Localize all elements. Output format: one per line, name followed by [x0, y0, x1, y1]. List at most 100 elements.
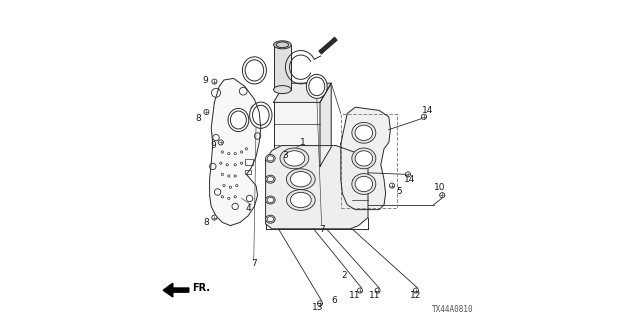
Ellipse shape [268, 217, 274, 222]
Ellipse shape [357, 288, 362, 293]
Ellipse shape [251, 106, 257, 112]
Ellipse shape [287, 169, 316, 189]
Ellipse shape [274, 86, 291, 94]
Ellipse shape [228, 175, 230, 177]
Ellipse shape [422, 114, 427, 119]
Text: FR.: FR. [192, 283, 210, 293]
Ellipse shape [234, 153, 236, 155]
Ellipse shape [266, 196, 275, 204]
Ellipse shape [268, 156, 274, 161]
Ellipse shape [204, 109, 209, 115]
Text: 12: 12 [410, 292, 421, 300]
Ellipse shape [212, 134, 219, 141]
Ellipse shape [309, 77, 325, 96]
Ellipse shape [234, 164, 236, 166]
Ellipse shape [234, 175, 236, 177]
Ellipse shape [266, 215, 275, 223]
Text: 6: 6 [332, 296, 337, 305]
Ellipse shape [220, 162, 222, 164]
Ellipse shape [352, 173, 376, 195]
Ellipse shape [221, 173, 223, 176]
Text: 9: 9 [210, 141, 216, 150]
Ellipse shape [228, 108, 249, 132]
Ellipse shape [255, 133, 261, 139]
Text: 14: 14 [404, 175, 415, 184]
Text: 13: 13 [312, 303, 323, 312]
Ellipse shape [241, 151, 243, 153]
Text: 14: 14 [422, 106, 433, 115]
Ellipse shape [243, 57, 266, 84]
Ellipse shape [232, 203, 238, 210]
Text: 10: 10 [435, 183, 445, 192]
Ellipse shape [226, 164, 228, 166]
Ellipse shape [352, 148, 376, 169]
Ellipse shape [212, 79, 217, 84]
Bar [245, 170, 252, 174]
Text: 9: 9 [202, 76, 207, 84]
Polygon shape [163, 283, 189, 297]
Text: 11: 11 [369, 292, 381, 300]
Ellipse shape [230, 111, 246, 129]
Ellipse shape [406, 172, 411, 177]
Ellipse shape [245, 148, 248, 150]
Ellipse shape [355, 125, 372, 140]
Ellipse shape [239, 87, 247, 95]
Polygon shape [340, 107, 390, 210]
Ellipse shape [221, 196, 223, 198]
Bar [340, 114, 397, 208]
Ellipse shape [307, 75, 327, 99]
Text: TX44A0810: TX44A0810 [432, 305, 474, 314]
Ellipse shape [218, 140, 223, 145]
Ellipse shape [389, 183, 394, 188]
Ellipse shape [291, 192, 311, 208]
Ellipse shape [268, 197, 274, 203]
Bar [274, 102, 320, 166]
Ellipse shape [228, 153, 230, 155]
Ellipse shape [229, 186, 232, 188]
Text: 3: 3 [282, 151, 287, 160]
Ellipse shape [210, 163, 216, 170]
Ellipse shape [317, 301, 323, 306]
Ellipse shape [276, 42, 289, 48]
Polygon shape [210, 78, 261, 226]
Ellipse shape [241, 162, 243, 164]
Ellipse shape [352, 123, 376, 143]
Text: 1: 1 [300, 138, 305, 147]
Ellipse shape [355, 176, 372, 192]
Ellipse shape [355, 151, 372, 166]
Text: 5: 5 [397, 188, 402, 196]
Text: 8: 8 [204, 218, 209, 227]
Text: 8: 8 [195, 114, 200, 123]
Ellipse shape [268, 177, 274, 182]
Bar [245, 159, 253, 165]
Ellipse shape [440, 193, 445, 198]
Ellipse shape [246, 195, 253, 202]
Ellipse shape [236, 184, 238, 187]
Ellipse shape [291, 172, 311, 187]
Text: 7: 7 [251, 260, 257, 268]
Ellipse shape [375, 288, 380, 293]
Ellipse shape [223, 184, 225, 187]
Ellipse shape [333, 38, 337, 42]
Ellipse shape [266, 175, 275, 183]
Ellipse shape [221, 151, 223, 153]
Text: 4: 4 [245, 204, 251, 212]
Ellipse shape [228, 197, 230, 200]
Ellipse shape [284, 151, 305, 166]
Ellipse shape [211, 88, 220, 97]
Ellipse shape [320, 49, 324, 53]
Bar [274, 45, 291, 90]
Text: 7: 7 [319, 225, 324, 234]
Ellipse shape [212, 215, 217, 220]
Ellipse shape [266, 155, 275, 163]
Polygon shape [266, 146, 368, 229]
Ellipse shape [214, 189, 221, 195]
Ellipse shape [250, 102, 272, 128]
Ellipse shape [234, 196, 236, 198]
Ellipse shape [280, 148, 308, 169]
Polygon shape [320, 83, 332, 166]
Text: 2: 2 [341, 271, 347, 280]
Ellipse shape [274, 41, 291, 49]
Ellipse shape [287, 189, 316, 211]
Ellipse shape [413, 288, 419, 293]
